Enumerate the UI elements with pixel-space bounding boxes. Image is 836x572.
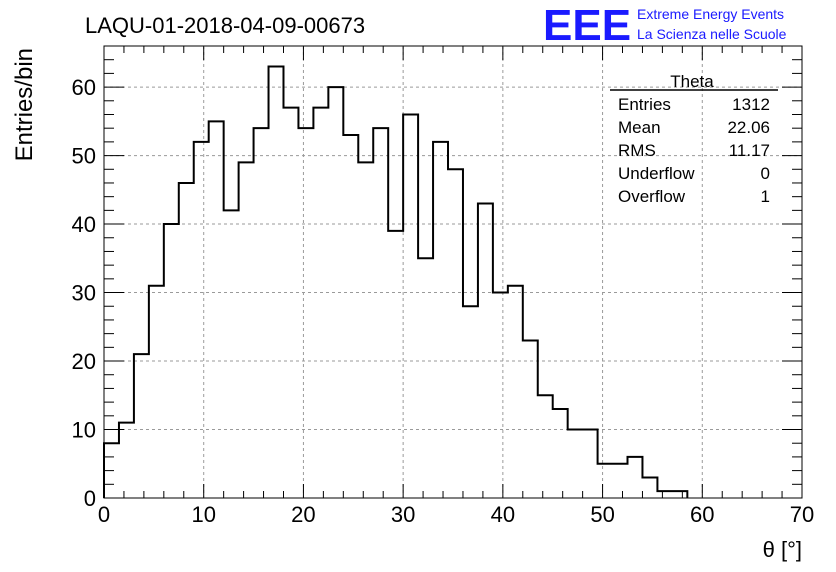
y-tick-label: 40 [72,212,96,237]
x-tick-label: 40 [491,502,515,527]
histogram-bin [104,443,119,498]
stats-title: Theta [670,72,714,91]
logo-line-1: Extreme Energy Events [637,6,784,22]
y-tick-label: 20 [72,349,96,374]
histogram-bins [104,67,687,498]
histogram-bin [179,183,194,498]
stats-value: 11.17 [729,141,770,160]
histogram-outline [103,65,689,498]
y-tick-labels: 0 10 20 30 40 50 60 [72,75,96,511]
x-axis-label: θ [°] [763,537,802,562]
x-tick-label: 0 [98,502,110,527]
histogram-bin [628,457,643,498]
chart-title: LAQU-01-2018-04-09-00673 [85,13,365,38]
histogram-bin [403,114,418,498]
histogram-bin [269,67,284,498]
histogram-bin [672,491,687,498]
y-tick-label: 60 [72,75,96,100]
stats-rows: Entries 1312 Mean 22.06 RMS 11.17 Underflow 0 Ov… [618,95,770,206]
x-tick-label: 30 [391,502,415,527]
x-tick-label: 50 [590,502,614,527]
histogram-bin [328,87,343,498]
histogram-bin [209,121,224,498]
y-tick-label: 10 [72,418,96,443]
histogram-bin [373,128,388,498]
histogram-bin [478,204,493,498]
y-tick-label: 30 [72,281,96,306]
y-axis-label: Entries/bin [11,48,38,161]
stats-label: Overflow [618,187,686,206]
histogram-bin [283,108,298,498]
histogram-bin [224,210,239,498]
histogram-bin [657,491,672,498]
y-tick-label: 0 [84,486,96,511]
histogram-bin [642,477,657,498]
histogram-bin [448,169,463,498]
histogram-bin [358,162,373,498]
histogram-bin [568,430,583,498]
histogram-bin [298,128,313,498]
histogram-bin [598,464,613,498]
logo-line-2: La Scienza nelle Scuole [637,26,787,42]
grid [104,46,802,498]
stats-label: RMS [618,141,656,160]
x-tick-label: 70 [790,502,814,527]
histogram-bin [508,286,523,498]
stats-value: 1312 [732,95,770,114]
histogram-bin [613,464,628,498]
histogram-bin [493,293,508,498]
eee-logo: EEE Extreme Energy Events La Scienza nel… [543,1,787,50]
x-tick-label: 10 [191,502,215,527]
histogram-bin [433,142,448,498]
stats-value: 0 [761,164,770,183]
stats-box: Theta Entries 1312 Mean 22.06 RMS 11.17 Underf… [610,72,778,206]
histogram-bin [254,128,269,498]
histogram-bin [553,409,568,498]
histogram-bin [343,135,358,498]
histogram-bin [463,306,478,498]
plot-frame [103,45,803,499]
axis-ticks [103,45,803,499]
stats-value: 22.06 [727,118,770,137]
histogram-bin [583,430,598,498]
histogram-bin [134,354,149,498]
histogram-bin [523,340,538,498]
histogram-bin [418,258,433,498]
histogram-bin [194,142,209,498]
histogram-bin [538,395,553,498]
histogram-bin [388,231,403,498]
histogram-bin [313,108,328,498]
logo-mark: EEE [543,1,631,50]
histogram-bin [149,286,164,498]
x-tick-labels: 0 10 20 30 40 50 60 70 [98,502,814,527]
stats-label: Underflow [618,164,695,183]
histogram-bin [119,423,134,498]
x-tick-label: 20 [291,502,315,527]
stats-value: 1 [761,187,770,206]
y-tick-label: 50 [72,144,96,169]
histogram-bin [239,162,254,498]
x-tick-label: 60 [690,502,714,527]
stats-label: Mean [618,118,661,137]
stats-label: Entries [618,95,671,114]
histogram-bin [164,224,179,498]
